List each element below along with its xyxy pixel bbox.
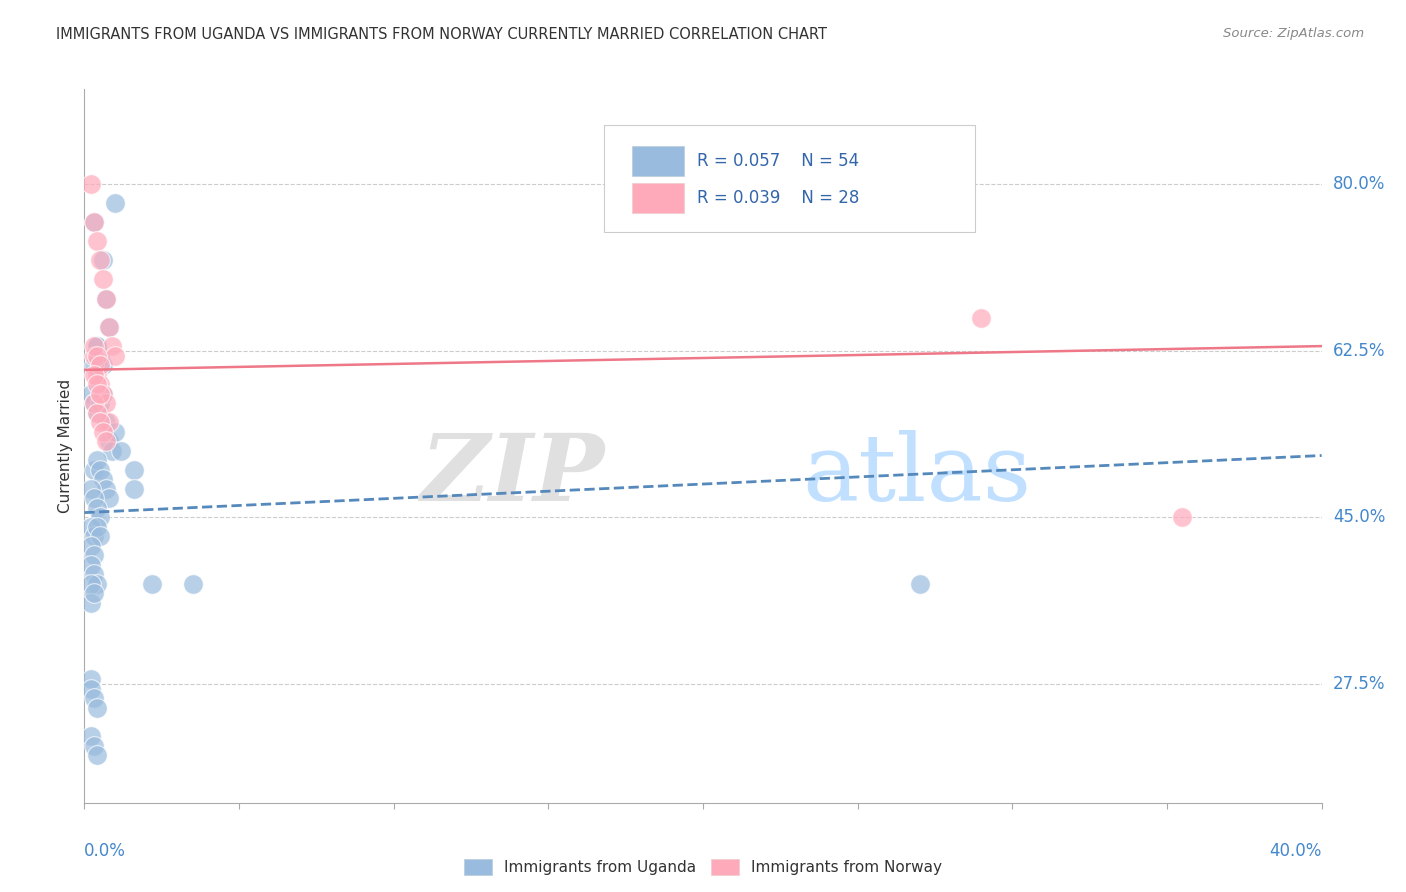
Point [94,292,117,306]
Point [94,434,117,449]
Text: 27.5%: 27.5% [1333,675,1385,693]
Point [79,681,101,696]
Point [83,339,105,353]
Point [83,463,105,477]
Point [83,739,105,753]
Point [83,396,105,410]
Point [83,549,105,563]
Point [908,577,931,591]
Text: 45.0%: 45.0% [1333,508,1385,526]
Point [94,482,117,496]
Point [91,472,114,486]
Point [83,529,105,543]
Point [79,729,101,743]
Text: R = 0.057    N = 54: R = 0.057 N = 54 [697,153,859,170]
Point [89,358,111,372]
Text: R = 0.039    N = 28: R = 0.039 N = 28 [697,189,859,207]
Point [1171,510,1194,524]
Legend: Immigrants from Uganda, Immigrants from Norway: Immigrants from Uganda, Immigrants from … [458,854,948,881]
Point [83,215,105,229]
Text: 40.0%: 40.0% [1270,842,1322,860]
Point [79,558,101,572]
Point [91,253,114,268]
Point [79,482,101,496]
Point [86,235,108,249]
Point [89,349,111,363]
Point [79,178,101,192]
Text: ZIP: ZIP [420,430,605,519]
Point [86,349,108,363]
Point [89,253,111,268]
Point [101,339,124,353]
Point [89,463,111,477]
Point [91,358,114,372]
Point [79,520,101,534]
Point [89,396,111,410]
Point [122,482,145,496]
Point [104,425,127,439]
Point [86,339,108,353]
Point [91,425,114,439]
Point [98,320,121,334]
Point [79,577,101,591]
Point [83,215,105,229]
Point [86,377,108,392]
Point [98,434,121,449]
Point [86,368,108,382]
Point [110,443,132,458]
Point [86,520,108,534]
Text: 0.0%: 0.0% [84,842,127,860]
Point [91,386,114,401]
Point [141,577,163,591]
Point [86,406,108,420]
Point [98,415,121,429]
Point [83,349,105,363]
Point [89,415,111,429]
Point [86,453,108,467]
Point [83,396,105,410]
Point [101,443,124,458]
Point [122,463,145,477]
Point [94,415,117,429]
Point [98,491,121,506]
Point [970,310,993,325]
Point [86,700,108,714]
Point [83,586,105,600]
Text: Source: ZipAtlas.com: Source: ZipAtlas.com [1223,27,1364,40]
Point [83,491,105,506]
Point [181,577,204,591]
Point [89,386,111,401]
FancyBboxPatch shape [633,184,685,213]
Y-axis label: Currently Married: Currently Married [58,379,73,513]
Point [83,691,105,706]
Point [86,406,108,420]
Point [98,320,121,334]
Point [79,596,101,610]
Point [91,386,114,401]
FancyBboxPatch shape [633,146,685,177]
Point [86,500,108,515]
FancyBboxPatch shape [605,125,976,232]
Point [86,577,108,591]
Point [79,386,101,401]
Point [83,567,105,582]
Point [83,358,105,372]
Point [91,272,114,286]
Point [104,349,127,363]
Point [83,368,105,382]
Text: 80.0%: 80.0% [1333,176,1385,194]
Text: IMMIGRANTS FROM UGANDA VS IMMIGRANTS FROM NORWAY CURRENTLY MARRIED CORRELATION C: IMMIGRANTS FROM UGANDA VS IMMIGRANTS FRO… [56,27,827,42]
Point [86,748,108,763]
Point [79,672,101,686]
Text: atlas: atlas [801,430,1031,519]
Point [94,396,117,410]
Point [94,292,117,306]
Point [104,196,127,211]
Point [86,339,108,353]
Text: 62.5%: 62.5% [1333,342,1385,359]
Point [89,377,111,392]
Point [89,529,111,543]
Point [79,539,101,553]
Point [89,510,111,524]
